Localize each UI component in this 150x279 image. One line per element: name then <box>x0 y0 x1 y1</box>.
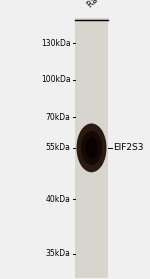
Ellipse shape <box>76 123 106 172</box>
Text: 70kDa: 70kDa <box>46 113 70 122</box>
Ellipse shape <box>85 137 98 159</box>
Text: 55kDa: 55kDa <box>46 143 70 152</box>
Text: 130kDa: 130kDa <box>41 39 70 48</box>
Text: 35kDa: 35kDa <box>46 249 70 258</box>
Text: Rat brain: Rat brain <box>86 0 118 10</box>
Bar <box>75 18 108 278</box>
Text: EIF2S3: EIF2S3 <box>113 143 144 152</box>
Text: 100kDa: 100kDa <box>41 75 70 84</box>
Ellipse shape <box>81 131 102 165</box>
Text: 40kDa: 40kDa <box>46 195 70 204</box>
